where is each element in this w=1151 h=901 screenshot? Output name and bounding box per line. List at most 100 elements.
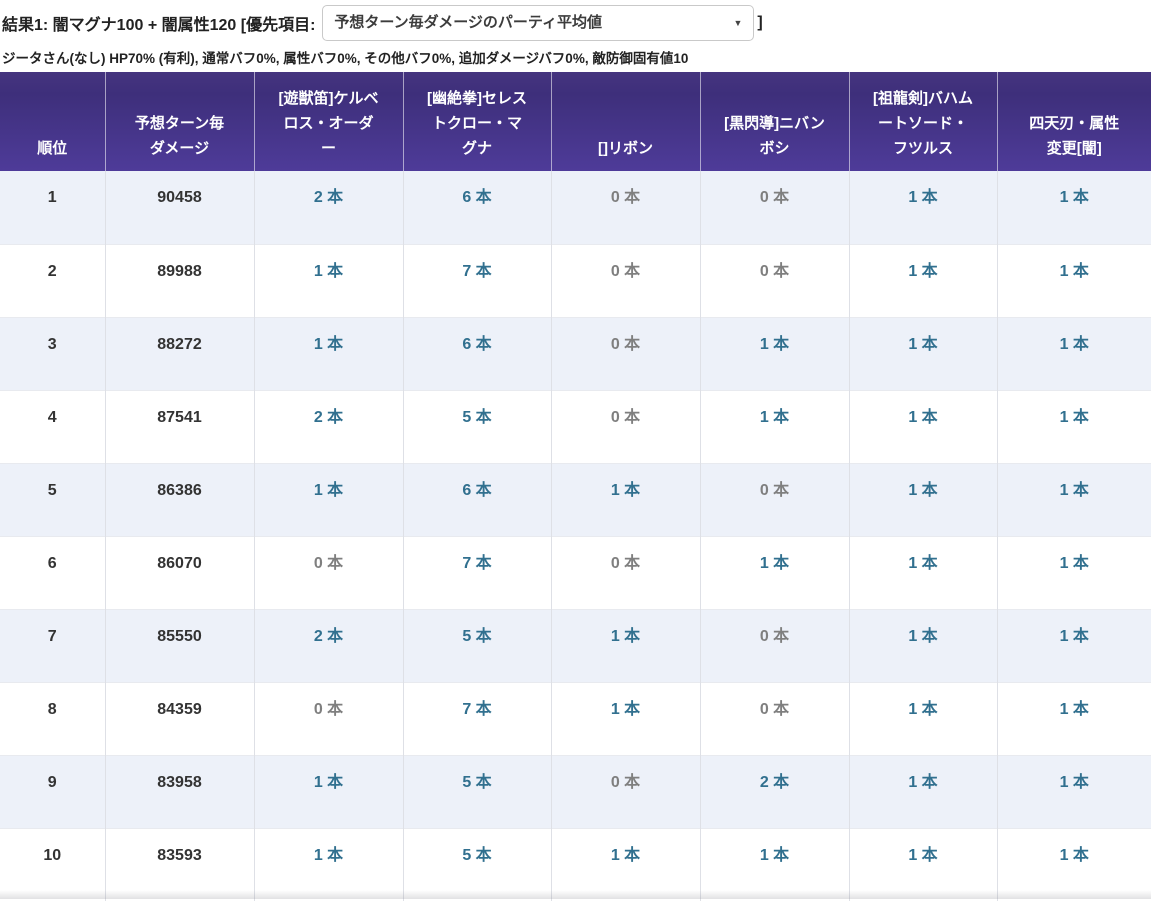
- weapon-count-cell: 1 本: [996, 316, 1151, 390]
- header-row: 順位 予想ターン毎 ダメージ [遊獣笛]ケルベ ロス・オーダ ー [幽絶拳]セレス ト…: [0, 72, 1151, 171]
- weapon-count-cell: 5 本: [402, 389, 551, 463]
- weapon-count-cell: 2 本: [253, 171, 403, 244]
- damage-cell: 85550: [104, 608, 254, 682]
- weapon-count-cell: 1 本: [550, 681, 700, 755]
- weapon-count-cell: 1 本: [996, 754, 1151, 828]
- weapon-count-cell: 1 本: [996, 389, 1151, 463]
- damage-cell: 83958: [104, 754, 254, 828]
- weapon-count-cell: 1 本: [550, 608, 700, 682]
- damage-cell: 84359: [104, 681, 254, 755]
- weapon-count-cell: 0 本: [550, 171, 700, 244]
- weapon-count-cell: 6 本: [402, 171, 551, 244]
- priority-select[interactable]: 予想ターン毎ダメージのパーティ平均値: [322, 4, 755, 41]
- weapon-count-cell: 1 本: [996, 608, 1151, 682]
- damage-cell: 89988: [104, 243, 254, 317]
- result-title-line: 結果1: 闇マグナ100 + 闇属性120 [優先項目: 予想ターン毎ダメージの…: [0, 0, 1151, 42]
- weapon-count-cell: 0 本: [253, 535, 403, 609]
- damage-cell: 87541: [104, 389, 254, 463]
- weapon-count-cell: 1 本: [699, 535, 849, 609]
- weapon-count-cell: 0 本: [550, 535, 700, 609]
- weapon-count-cell: 1 本: [848, 389, 997, 463]
- priority-select-wrap: 予想ターン毎ダメージのパーティ平均値 ▼: [322, 4, 755, 41]
- rank-cell: 4: [0, 389, 105, 463]
- weapon-count-cell: 1 本: [848, 681, 997, 755]
- column-header: 順位: [0, 72, 105, 171]
- results-table: 順位 予想ターン毎 ダメージ [遊獣笛]ケルベ ロス・オーダ ー [幽絶拳]セレス ト…: [0, 72, 1151, 901]
- weapon-count-cell: 0 本: [699, 608, 849, 682]
- column-header: 四天刃・属性 変更[闇]: [996, 72, 1151, 171]
- weapon-count-cell: 6 本: [402, 462, 551, 536]
- weapon-count-cell: 1 本: [996, 462, 1151, 536]
- rank-cell: 3: [0, 316, 105, 390]
- weapon-count-cell: 2 本: [253, 608, 403, 682]
- weapon-count-cell: 7 本: [402, 681, 551, 755]
- character-conditions: ジータさん(なし) HP70% (有利), 通常バフ0%, 属性バフ0%, その…: [2, 51, 689, 66]
- weapon-count-cell: 1 本: [996, 171, 1151, 244]
- weapon-count-cell: 0 本: [550, 316, 700, 390]
- rank-cell: 2: [0, 243, 105, 317]
- weapon-count-cell: 1 本: [996, 535, 1151, 609]
- rank-cell: 9: [0, 754, 105, 828]
- weapon-count-cell: 1 本: [848, 316, 997, 390]
- weapon-count-cell: 0 本: [699, 462, 849, 536]
- weapon-count-cell: 7 本: [402, 243, 551, 317]
- weapon-count-cell: 0 本: [550, 389, 700, 463]
- column-header: [幽絶拳]セレス トクロー・マ グナ: [402, 72, 551, 171]
- column-header: [黒閃導]ニバン ボシ: [699, 72, 849, 171]
- column-header: [祖龍剣]バハム ートソード・ フツルス: [848, 72, 997, 171]
- column-header: [遊獣笛]ケルベ ロス・オーダ ー: [253, 72, 403, 171]
- rank-cell: 10: [0, 827, 105, 901]
- column-header: []リボン: [550, 72, 700, 171]
- weapon-count-cell: 1 本: [848, 243, 997, 317]
- weapon-count-cell: 0 本: [253, 681, 403, 755]
- weapon-count-cell: 1 本: [699, 316, 849, 390]
- weapon-count-cell: 5 本: [402, 754, 551, 828]
- column-header: 予想ターン毎 ダメージ: [104, 72, 254, 171]
- weapon-count-cell: 1 本: [848, 608, 997, 682]
- damage-cell: 88272: [104, 316, 254, 390]
- damage-cell: 86070: [104, 535, 254, 609]
- rank-cell: 6: [0, 535, 105, 609]
- weapon-count-cell: 1 本: [848, 535, 997, 609]
- damage-cell: 90458: [104, 171, 254, 244]
- weapon-count-cell: 1 本: [699, 827, 849, 901]
- result-title-suffix: ]: [757, 13, 763, 31]
- damage-cell: 83593: [104, 827, 254, 901]
- weapon-count-cell: 7 本: [402, 535, 551, 609]
- weapon-count-cell: 1 本: [253, 316, 403, 390]
- rank-cell: 5: [0, 462, 105, 536]
- weapon-count-cell: 1 本: [996, 243, 1151, 317]
- weapon-count-cell: 1 本: [996, 827, 1151, 901]
- weapon-count-cell: 5 本: [402, 827, 551, 901]
- weapon-count-cell: 1 本: [848, 754, 997, 828]
- damage-cell: 86386: [104, 462, 254, 536]
- rank-cell: 7: [0, 608, 105, 682]
- results-table-head: 順位 予想ターン毎 ダメージ [遊獣笛]ケルベ ロス・オーダ ー [幽絶拳]セレス ト…: [0, 72, 1151, 171]
- weapon-count-cell: 1 本: [253, 462, 403, 536]
- weapon-count-cell: 1 本: [253, 754, 403, 828]
- weapon-count-cell: 1 本: [848, 462, 997, 536]
- weapon-count-cell: 0 本: [699, 681, 849, 755]
- weapon-count-cell: 0 本: [550, 754, 700, 828]
- weapon-count-cell: 1 本: [848, 827, 997, 901]
- weapon-count-cell: 0 本: [550, 243, 700, 317]
- weapon-count-cell: 1 本: [253, 243, 403, 317]
- weapon-count-cell: 1 本: [699, 389, 849, 463]
- weapon-count-cell: 0 本: [699, 171, 849, 244]
- weapon-count-cell: 1 本: [550, 827, 700, 901]
- weapon-count-cell: 1 本: [996, 681, 1151, 755]
- weapon-count-cell: 1 本: [848, 171, 997, 244]
- result-title: 結果1: 闇マグナ100 + 闇属性120 [優先項目:: [2, 16, 316, 34]
- weapon-count-cell: 1 本: [253, 827, 403, 901]
- weapon-count-cell: 5 本: [402, 608, 551, 682]
- weapon-count-cell: 2 本: [253, 389, 403, 463]
